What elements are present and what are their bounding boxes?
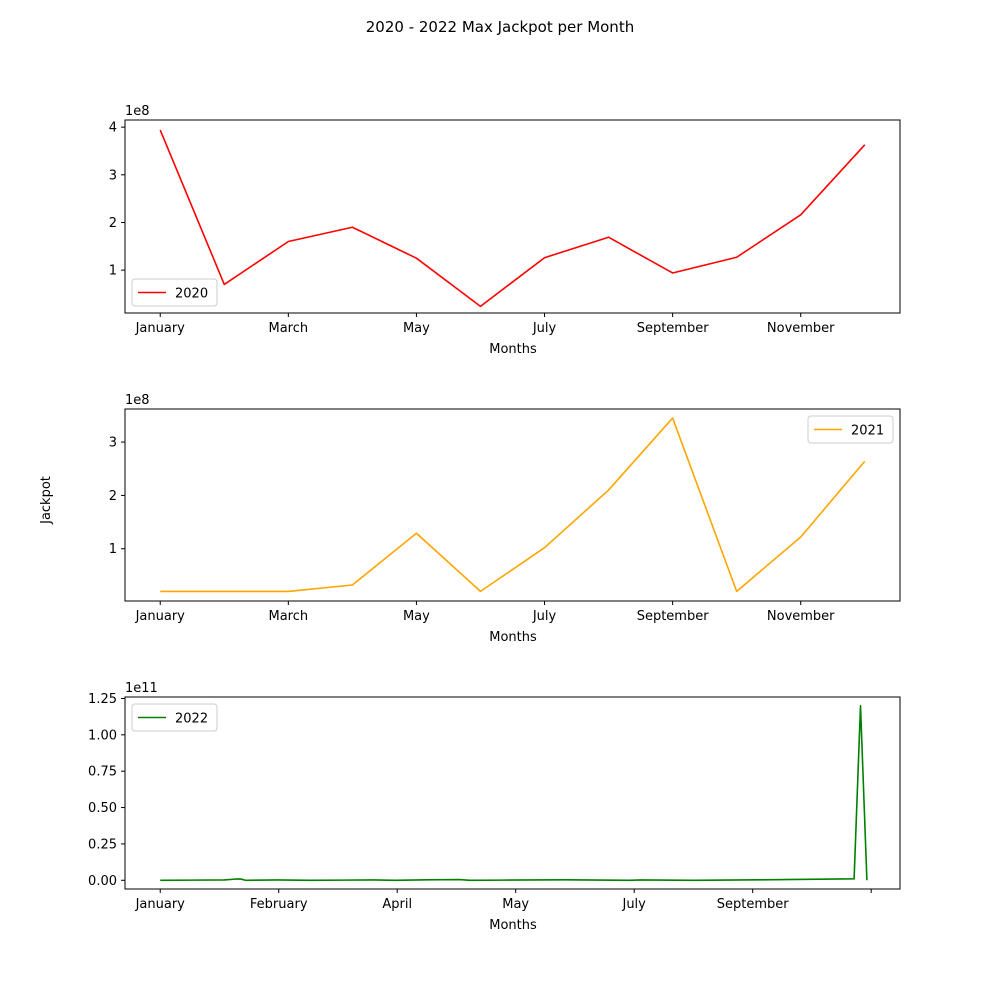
y-tick-label: 1.00 [88, 728, 117, 743]
figure-title: 2020 - 2022 Max Jackpot per Month [366, 18, 634, 36]
y-tick-label: 1 [109, 542, 117, 557]
x-tick-label: November [767, 321, 835, 336]
y-offset-text: 1e8 [125, 104, 150, 119]
axes-frame [124, 696, 901, 890]
y-tick-label: 1 [109, 264, 117, 279]
x-axis-label: Months [489, 342, 537, 357]
axes-frame [124, 119, 901, 314]
x-tick-label: May [403, 321, 430, 336]
x-tick-label: May [502, 897, 529, 912]
x-tick-label: January [135, 321, 186, 336]
legend-box [131, 278, 218, 307]
x-tick-label: April [382, 897, 412, 912]
series-line-2021 [160, 417, 866, 593]
subplot-2: January March May July September November 1 2 3 1… [109, 393, 901, 645]
y-tick-label: 2 [109, 216, 117, 231]
x-tick-label: September [637, 609, 710, 624]
x-tick-label: March [269, 321, 309, 336]
y-tick-label: 1.25 [88, 692, 117, 707]
x-tick-label: July [621, 897, 646, 912]
subplot-3: January February April May July September 0.00… [88, 681, 901, 933]
x-tick-label: February [250, 897, 308, 912]
x-axis-label: Months [489, 630, 537, 645]
x-tick-label: November [767, 609, 835, 624]
y-tick-label: 3 [109, 436, 117, 451]
x-tick-label: January [135, 609, 186, 624]
legend: 2022 [131, 703, 218, 732]
x-tick-label: July [532, 321, 557, 336]
x-tick-label: September [717, 897, 790, 912]
series-line-2020 [159, 129, 866, 308]
x-tick-label: March [269, 609, 309, 624]
legend-label: 2021 [851, 424, 884, 439]
y-offset-text: 1e11 [125, 681, 158, 696]
axes-frame [124, 408, 901, 602]
y-tick-label: 2 [109, 489, 117, 504]
y-tick-label: 0.25 [88, 837, 117, 852]
y-tick-label: 0.00 [88, 874, 117, 889]
x-tick-label: January [135, 897, 186, 912]
y-tick-label: 4 [109, 121, 117, 136]
x-tick-label: May [403, 609, 430, 624]
series-line-2022 [160, 704, 868, 882]
x-tick-label: July [532, 609, 557, 624]
legend-label: 2022 [175, 712, 208, 727]
y-tick-label: 3 [109, 168, 117, 183]
subplots: January March May July September November 1 2 3 4… [88, 104, 901, 933]
figure-ylabel: Jackpot [39, 476, 54, 525]
legend: 2021 [807, 415, 894, 444]
y-tick-label: 0.50 [88, 801, 117, 816]
legend-box [131, 703, 218, 732]
legend-label: 2020 [175, 287, 208, 302]
y-tick-label: 0.75 [88, 765, 117, 780]
x-axis-label: Months [489, 918, 537, 933]
x-tick-label: September [637, 321, 710, 336]
y-offset-text: 1e8 [125, 393, 150, 408]
legend: 2020 [131, 278, 218, 307]
subplot-1: January March May July September November 1 2 3 4… [109, 104, 901, 357]
legend-box [807, 415, 894, 444]
